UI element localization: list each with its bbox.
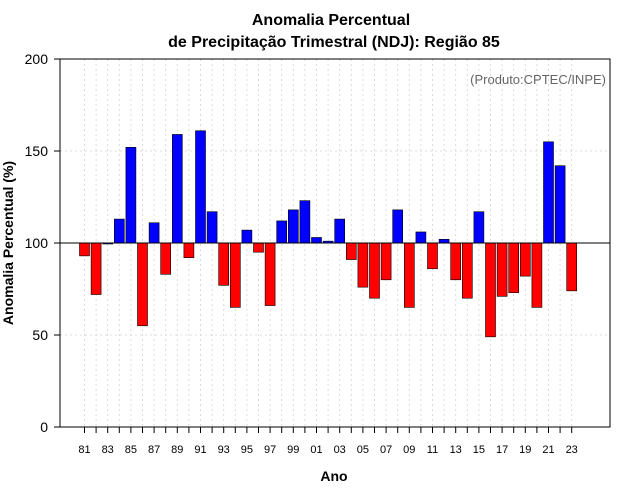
bar-91	[195, 130, 206, 244]
y-axis: 0 50 100 150 200	[25, 51, 60, 435]
x-tick-label-97: 97	[264, 444, 276, 456]
bar-15	[473, 211, 485, 244]
grid-lines	[60, 58, 610, 428]
bar-14	[461, 242, 473, 299]
bar-03	[334, 218, 346, 244]
y-tick-label-0: 0	[40, 419, 48, 435]
x-tick-label-89: 89	[171, 444, 183, 456]
y-axis-label: Anomalia Percentual (%)	[0, 161, 16, 325]
x-tick-label-01: 01	[310, 444, 322, 456]
bar-97	[264, 242, 276, 306]
bar-04	[345, 242, 357, 260]
bar-18	[508, 242, 520, 293]
x-tick-label-05: 05	[357, 444, 369, 456]
bar-06	[369, 242, 380, 299]
x-tick-label-83: 83	[102, 444, 114, 456]
bar-81	[79, 242, 90, 257]
bar-82	[90, 242, 102, 295]
bar-11	[427, 242, 438, 270]
bar-92	[206, 211, 218, 244]
x-tick-label-87: 87	[148, 444, 160, 456]
chart-subtitle: de Precipitação Trimestral (NDJ): Região…	[168, 34, 500, 51]
bar-87	[148, 222, 160, 244]
bar-05	[357, 242, 369, 288]
x-tick-label-19: 19	[519, 444, 531, 456]
bar-09	[403, 242, 415, 308]
y-tick-label-2: 100	[25, 235, 49, 251]
x-tick-label-21: 21	[542, 444, 554, 456]
x-tick-label-81: 81	[78, 444, 90, 456]
y-tick-label-4: 200	[25, 51, 49, 67]
chart-title: Anomalia Percentual	[252, 12, 410, 29]
product-annotation: (Produto:CPTEC/INPE)	[470, 72, 606, 87]
bar-16	[485, 242, 496, 338]
bar-17	[496, 242, 508, 297]
bar-07	[380, 242, 392, 281]
bar-00	[299, 200, 311, 244]
bar-94	[230, 242, 241, 308]
bar-12	[438, 239, 450, 244]
bar-19	[519, 242, 531, 277]
x-tick-label-07: 07	[380, 444, 392, 456]
x-tick-label-15: 15	[473, 444, 485, 456]
x-tick-label-03: 03	[334, 444, 346, 456]
bar-23	[566, 242, 578, 292]
x-tick-label-17: 17	[496, 444, 508, 456]
bar-84	[114, 218, 125, 244]
bar-96	[253, 242, 264, 253]
bar-93	[218, 242, 229, 286]
x-tick-label-95: 95	[241, 444, 253, 456]
x-tick-label-09: 09	[403, 444, 415, 456]
bar-89	[172, 134, 183, 244]
bar-20	[531, 242, 543, 308]
x-tick-label-99: 99	[287, 444, 299, 456]
x-tick-label-23: 23	[566, 444, 578, 456]
y-tick-label-3: 150	[25, 143, 49, 159]
bar-08	[392, 209, 404, 244]
bar-13	[450, 242, 462, 281]
bar-series	[79, 130, 578, 338]
bar-22	[554, 165, 566, 244]
bar-10	[415, 231, 427, 244]
y-tick-label-1: 50	[32, 327, 48, 343]
x-axis: 81 83 85 87 89 91 93 95 97 99 01 03 05 07 09 11 13 15 17 19…	[78, 427, 578, 456]
x-tick-label-11: 11	[427, 444, 438, 456]
bar-98	[276, 220, 288, 244]
bar-90	[183, 242, 195, 259]
bar-85	[125, 147, 137, 244]
bar-95	[241, 229, 253, 244]
bar-99	[287, 209, 299, 244]
bar-88	[160, 242, 171, 275]
bar-21	[543, 141, 554, 244]
x-tick-label-93: 93	[218, 444, 230, 456]
x-axis-label: Ano	[320, 468, 347, 484]
x-tick-label-91: 91	[194, 444, 206, 456]
x-tick-label-85: 85	[125, 444, 137, 456]
bar-01	[311, 237, 322, 244]
x-tick-label-13: 13	[450, 444, 462, 456]
bar-86	[137, 242, 148, 327]
